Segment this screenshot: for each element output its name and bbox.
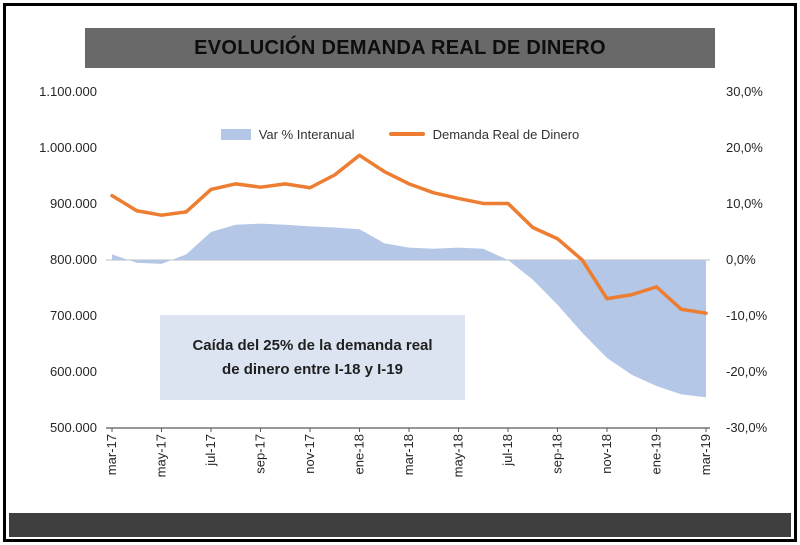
right-axis-tick-label: -10,0% (726, 308, 768, 323)
legend-item-var-interanual[interactable]: Var % Interanual (220, 126, 355, 142)
x-axis-tick-label: nov-17 (302, 434, 317, 474)
right-axis-tick-label: 20,0% (726, 140, 763, 155)
chart-title-bar: EVOLUCIÓN DEMANDA REAL DE DINERO (85, 28, 715, 68)
annotation-line-1: Caída del 25% de la demanda real (192, 337, 433, 355)
right-axis-tick-label: -20,0% (726, 364, 768, 379)
left-axis-tick-label: 500.000 (50, 420, 97, 435)
right-axis-tick-label: -30,0% (726, 420, 768, 435)
x-axis-tick-label: mar-17 (104, 434, 119, 475)
footer-bar (9, 513, 791, 537)
x-axis-tick-label: sep-17 (253, 434, 268, 474)
legend-item-demanda-real[interactable]: Demanda Real de Dinero (388, 126, 580, 142)
x-axis-tick-label: jul-17 (203, 434, 218, 467)
x-axis-tick-label: mar-18 (401, 434, 416, 475)
left-axis-tick-label: 1.100.000 (39, 84, 97, 99)
annotation-box: Caída del 25% de la demanda real de dine… (160, 315, 465, 400)
area-series (112, 223, 706, 398)
x-axis-tick-label: may-18 (451, 434, 466, 477)
x-axis-tick-label: ene-18 (352, 434, 367, 474)
x-axis-tick-label: sep-18 (550, 434, 565, 474)
annotation-line-2: de dinero entre I-18 y I-19 (222, 360, 403, 378)
chart-title: EVOLUCIÓN DEMANDA REAL DE DINERO (194, 36, 606, 59)
left-axis-tick-label: 900.000 (50, 196, 97, 211)
x-axis-tick-label: ene-19 (649, 434, 664, 474)
line-swatch-icon (388, 132, 425, 136)
legend-label: Demanda Real de Dinero (432, 126, 580, 142)
x-axis-tick-label: mar-19 (698, 434, 713, 475)
left-axis-tick-label: 800.000 (50, 252, 97, 267)
right-axis-tick-label: 10,0% (726, 196, 763, 211)
x-axis-tick-label: nov-18 (599, 434, 614, 474)
legend: Var % Interanual Demanda Real de Dinero (0, 124, 800, 144)
area-swatch-icon (220, 128, 251, 140)
x-axis-tick-label: jul-18 (500, 434, 515, 467)
right-axis-tick-label: 30,0% (726, 84, 763, 99)
left-axis-tick-label: 600.000 (50, 364, 97, 379)
left-axis-tick-label: 700.000 (50, 308, 97, 323)
chart-frame (3, 3, 797, 542)
x-axis-tick-label: may-17 (154, 434, 169, 477)
left-axis-tick-label: 1.000.000 (39, 140, 97, 155)
line-series (110, 153, 708, 315)
right-axis-tick-label: 0,0% (726, 252, 756, 267)
legend-label: Var % Interanual (258, 126, 355, 142)
